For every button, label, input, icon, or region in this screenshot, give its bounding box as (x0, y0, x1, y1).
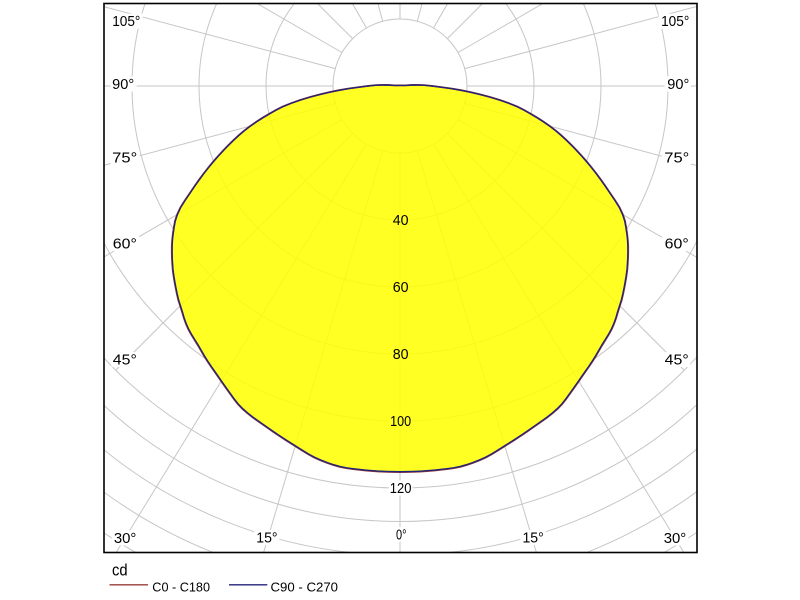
svg-text:45°: 45° (113, 353, 137, 369)
svg-text:75°: 75° (664, 151, 689, 167)
svg-text:90°: 90° (667, 77, 689, 93)
svg-text:cd: cd (112, 561, 128, 579)
svg-text:45°: 45° (665, 353, 689, 369)
svg-text:30°: 30° (114, 531, 137, 547)
svg-text:60°: 60° (665, 237, 689, 253)
svg-text:75°: 75° (112, 151, 137, 167)
svg-text:105°: 105° (661, 14, 689, 30)
svg-text:60°: 60° (113, 237, 137, 253)
svg-text:30°: 30° (664, 531, 687, 547)
svg-text:90°: 90° (112, 77, 134, 93)
svg-text:40: 40 (393, 213, 409, 229)
svg-text:15°: 15° (522, 531, 543, 547)
svg-text:15°: 15° (256, 531, 277, 547)
svg-text:80: 80 (393, 347, 409, 363)
svg-text:105°: 105° (112, 14, 140, 30)
svg-text:100: 100 (390, 414, 411, 430)
svg-text:C90 - C270: C90 - C270 (271, 579, 339, 594)
svg-text:C0 - C180: C0 - C180 (152, 579, 210, 594)
svg-text:60: 60 (393, 280, 409, 296)
svg-text:120: 120 (390, 481, 412, 497)
svg-text:0°: 0° (396, 527, 407, 543)
